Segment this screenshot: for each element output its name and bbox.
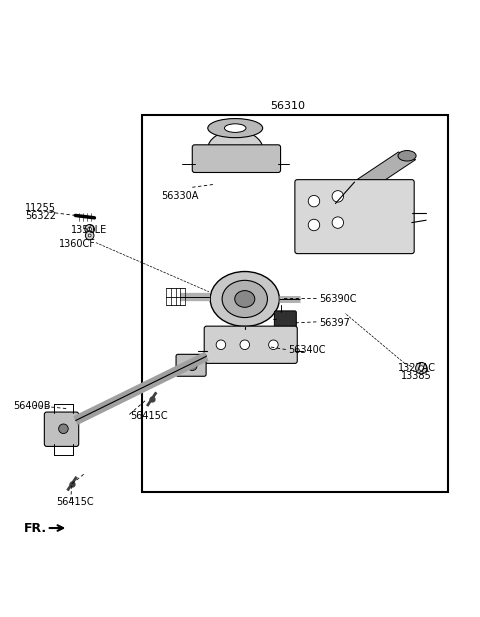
Text: 1327AC: 1327AC <box>397 363 435 373</box>
Text: 56415C: 56415C <box>130 411 168 421</box>
Text: 56390C: 56390C <box>319 294 356 304</box>
Circle shape <box>85 231 94 240</box>
Circle shape <box>88 228 92 231</box>
Text: 56400B: 56400B <box>13 401 51 412</box>
Circle shape <box>240 340 250 350</box>
Circle shape <box>419 366 424 371</box>
FancyBboxPatch shape <box>295 180 414 254</box>
FancyBboxPatch shape <box>192 145 281 173</box>
Ellipse shape <box>210 271 279 326</box>
Circle shape <box>85 225 95 234</box>
FancyBboxPatch shape <box>204 326 297 363</box>
Text: 56397: 56397 <box>319 318 349 328</box>
Ellipse shape <box>235 291 255 307</box>
Circle shape <box>308 196 320 207</box>
FancyBboxPatch shape <box>176 354 206 376</box>
Circle shape <box>188 361 197 371</box>
Ellipse shape <box>225 124 246 133</box>
Ellipse shape <box>222 280 267 318</box>
Text: 56330A: 56330A <box>161 191 199 201</box>
Circle shape <box>216 340 226 350</box>
Ellipse shape <box>208 118 263 138</box>
Text: 1350LE: 1350LE <box>71 225 107 234</box>
FancyBboxPatch shape <box>275 311 296 328</box>
Text: FR.: FR. <box>24 523 48 536</box>
Circle shape <box>416 362 427 374</box>
Circle shape <box>88 234 91 237</box>
Circle shape <box>332 217 344 228</box>
FancyBboxPatch shape <box>44 412 79 447</box>
Circle shape <box>59 424 68 434</box>
Circle shape <box>308 219 320 231</box>
Text: 13385: 13385 <box>401 371 432 381</box>
Circle shape <box>332 191 344 202</box>
Text: 56415C: 56415C <box>56 497 94 507</box>
Ellipse shape <box>208 131 263 167</box>
Text: 56310: 56310 <box>270 101 305 110</box>
Text: 56322: 56322 <box>25 212 56 222</box>
Text: 1360CF: 1360CF <box>59 239 96 249</box>
Ellipse shape <box>398 151 416 161</box>
Bar <box>142 115 447 492</box>
Text: 56340C: 56340C <box>288 346 325 355</box>
Text: 11255: 11255 <box>25 203 56 213</box>
Polygon shape <box>327 152 416 207</box>
Circle shape <box>269 340 278 350</box>
